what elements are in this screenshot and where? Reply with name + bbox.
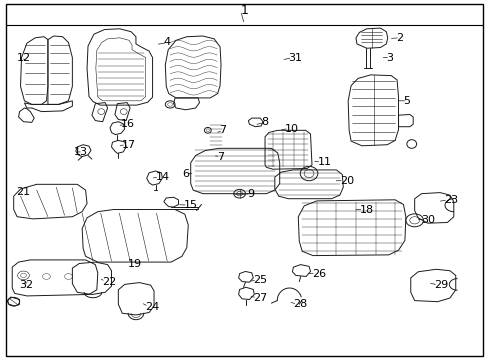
Text: 28: 28	[293, 299, 307, 309]
Text: 22: 22	[102, 276, 116, 287]
Text: 7: 7	[216, 152, 224, 162]
Text: 21: 21	[16, 186, 30, 197]
Text: 24: 24	[144, 302, 159, 312]
Text: 12: 12	[17, 53, 31, 63]
Text: 13: 13	[74, 147, 88, 157]
Text: 15: 15	[183, 200, 198, 210]
Text: 10: 10	[285, 123, 299, 134]
Text: 32: 32	[20, 280, 34, 290]
Text: 6: 6	[183, 168, 189, 179]
Text: 7: 7	[219, 125, 226, 135]
Text: 8: 8	[261, 117, 268, 127]
Text: 5: 5	[403, 96, 409, 106]
Text: 18: 18	[359, 204, 373, 215]
Text: 20: 20	[339, 176, 353, 186]
Text: 25: 25	[253, 275, 267, 285]
Text: 14: 14	[155, 172, 169, 182]
Text: 11: 11	[317, 157, 331, 167]
Text: 4: 4	[163, 37, 171, 48]
Text: 2: 2	[395, 33, 403, 43]
Text: 30: 30	[421, 215, 435, 225]
Text: 9: 9	[246, 189, 254, 199]
Text: 16: 16	[121, 119, 135, 129]
Text: 3: 3	[386, 53, 392, 63]
Text: 26: 26	[311, 269, 325, 279]
Text: 1: 1	[240, 4, 248, 17]
Text: 27: 27	[253, 293, 267, 303]
Text: 17: 17	[122, 140, 136, 150]
Text: 23: 23	[443, 195, 457, 205]
Text: 29: 29	[433, 280, 447, 290]
Text: 31: 31	[288, 53, 302, 63]
Text: 19: 19	[128, 258, 142, 269]
